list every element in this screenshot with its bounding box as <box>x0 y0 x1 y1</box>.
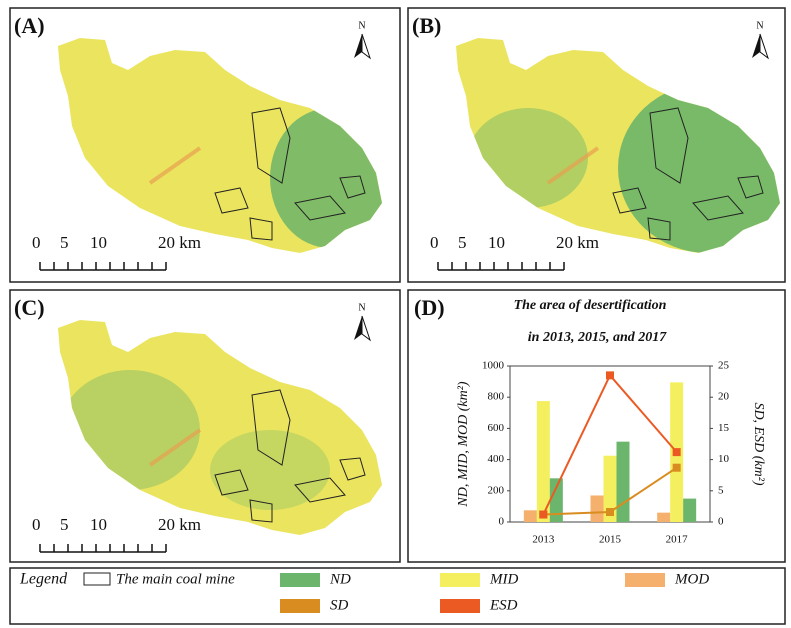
chart: (D) The area of desertification in 2013, 2… <box>414 295 766 545</box>
panel-label: (B) <box>412 13 441 38</box>
y2-tick-label: 0 <box>718 516 724 528</box>
scale-label: 10 <box>488 233 505 252</box>
north-arrow <box>760 34 768 58</box>
chart-subtitle: in 2013, 2015, and 2017 <box>528 330 667 345</box>
y2-tick-label: 20 <box>718 391 730 403</box>
marker <box>673 464 681 472</box>
y2-tick-label: 5 <box>718 484 724 496</box>
north-label: N <box>358 20 365 31</box>
legend-label: MID <box>489 571 518 587</box>
scale-label: 5 <box>60 233 69 252</box>
scale-label: 10 <box>90 515 107 534</box>
chart-title: The area of desertification <box>514 298 667 313</box>
bar <box>591 495 604 522</box>
scale-label: 20 km <box>556 233 599 252</box>
y2-tick-label: 25 <box>718 360 730 372</box>
marker <box>539 511 547 519</box>
legend-label: SD <box>330 597 349 613</box>
scale-label: 20 km <box>158 515 201 534</box>
y-tick-label: 600 <box>488 422 505 434</box>
legend: Legend The main coal mine MOD MID ND SD ESD <box>19 571 709 614</box>
bar <box>524 510 537 522</box>
panel-label: (C) <box>14 295 45 320</box>
legend-swatch <box>280 599 320 613</box>
vegetation <box>60 370 200 490</box>
north-arrow <box>752 34 760 58</box>
legend-label: ND <box>329 571 351 587</box>
y-tick-label: 200 <box>488 484 505 496</box>
legend-swatch <box>625 573 665 587</box>
scale-label: 0 <box>32 233 41 252</box>
marker <box>673 448 681 456</box>
north-arrow <box>354 316 362 340</box>
y2-tick-label: 15 <box>718 422 730 434</box>
scale-label: 5 <box>60 515 69 534</box>
panel-label: (D) <box>414 295 445 320</box>
legend-label: MOD <box>674 571 709 587</box>
y2-tick-label: 10 <box>718 453 730 465</box>
y-tick-label: 400 <box>488 453 505 465</box>
legend-swatch <box>280 573 320 587</box>
vegetation <box>270 108 390 248</box>
north-arrow <box>362 316 370 340</box>
y-tick-label: 1000 <box>482 360 505 372</box>
scale-label: 10 <box>90 233 107 252</box>
north-label: N <box>358 302 365 313</box>
marker <box>606 371 614 379</box>
legend-label: ESD <box>489 597 518 613</box>
bar <box>657 513 670 522</box>
north-arrow <box>362 34 370 58</box>
legend-label: The main coal mine <box>116 571 235 587</box>
vegetation <box>618 83 791 253</box>
scale-label: 0 <box>430 233 439 252</box>
marker <box>606 508 614 516</box>
figure: (A)N051020 km(B)N051020 km(C)N051020 km … <box>0 0 791 628</box>
legend-swatch <box>440 599 480 613</box>
y-axis-title: ND, MID, MOD (km²) <box>456 381 471 507</box>
north-label: N <box>756 20 763 31</box>
scale-label: 0 <box>32 515 41 534</box>
vegetation <box>210 430 330 510</box>
x-tick-label: 2017 <box>666 534 689 546</box>
x-tick-label: 2013 <box>532 534 555 546</box>
y2-axis-title: SD, ESD (km²) <box>751 402 766 485</box>
legend-title: Legend <box>19 571 68 588</box>
bar <box>550 478 563 522</box>
legend-swatch <box>440 573 480 587</box>
scale-label: 20 km <box>158 233 201 252</box>
bar <box>683 499 696 522</box>
legend-swatch <box>84 573 110 585</box>
vegetation <box>468 108 588 208</box>
scale-label: 5 <box>458 233 467 252</box>
panel-label: (A) <box>14 13 45 38</box>
y-tick-label: 0 <box>499 516 505 528</box>
x-tick-label: 2015 <box>599 534 622 546</box>
bar <box>617 442 630 522</box>
north-arrow <box>354 34 362 58</box>
y-tick-label: 800 <box>488 391 505 403</box>
